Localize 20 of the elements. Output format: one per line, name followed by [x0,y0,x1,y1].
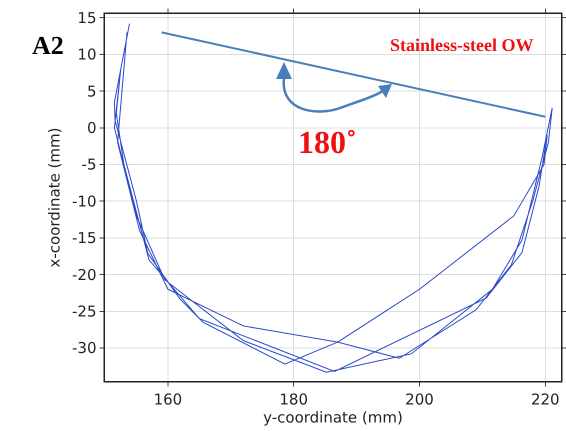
x-tick-label: 160 [154,390,182,408]
annotation: 180˚ [298,124,357,160]
x-tick-label: 180 [279,390,308,408]
y-tick-label: -15 [72,229,96,248]
x-tick-label: 200 [405,390,434,408]
line-series [114,23,553,373]
y-tick-label: 5 [86,82,96,100]
y-tick-label: 0 [86,119,96,138]
annotation: Stainless-steel OW [390,35,534,55]
text: A2 [32,31,64,60]
x-axis-title: y-coordinate (mm) [263,408,403,426]
y-tick-label: 15 [77,8,96,27]
y-tick-label: -30 [72,339,96,358]
y-tick-label: 10 [77,46,96,64]
y-axis-title: x-coordinate (mm) [46,128,64,268]
y-tick-label: -5 [82,156,96,174]
y-tick-label: -20 [72,266,96,284]
x-tick-label: 220 [530,390,560,408]
y-tick-label: -10 [72,192,96,210]
y-tick-label: -25 [72,302,96,321]
